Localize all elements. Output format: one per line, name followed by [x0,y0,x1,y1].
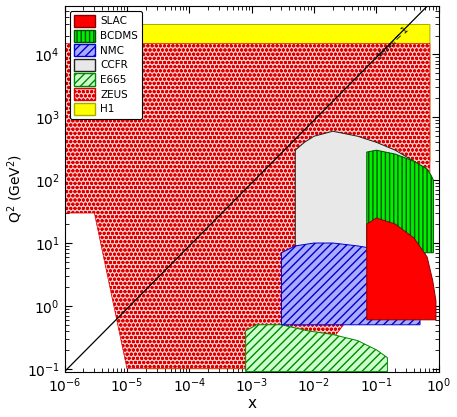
Polygon shape [94,25,430,369]
Polygon shape [282,243,420,325]
X-axis label: x: x [247,397,256,412]
Polygon shape [64,43,430,369]
Polygon shape [295,131,425,295]
Polygon shape [246,325,388,372]
Text: $y_{HERA} = 1$: $y_{HERA} = 1$ [373,24,413,61]
Polygon shape [367,150,433,253]
Y-axis label: Q$^{2}$ (GeV$^{2}$): Q$^{2}$ (GeV$^{2}$) [5,154,25,223]
Legend: SLAC, BCDMS, NMC, CCFR, E665, ZEUS, H1: SLAC, BCDMS, NMC, CCFR, E665, ZEUS, H1 [70,11,142,119]
Polygon shape [367,218,436,320]
